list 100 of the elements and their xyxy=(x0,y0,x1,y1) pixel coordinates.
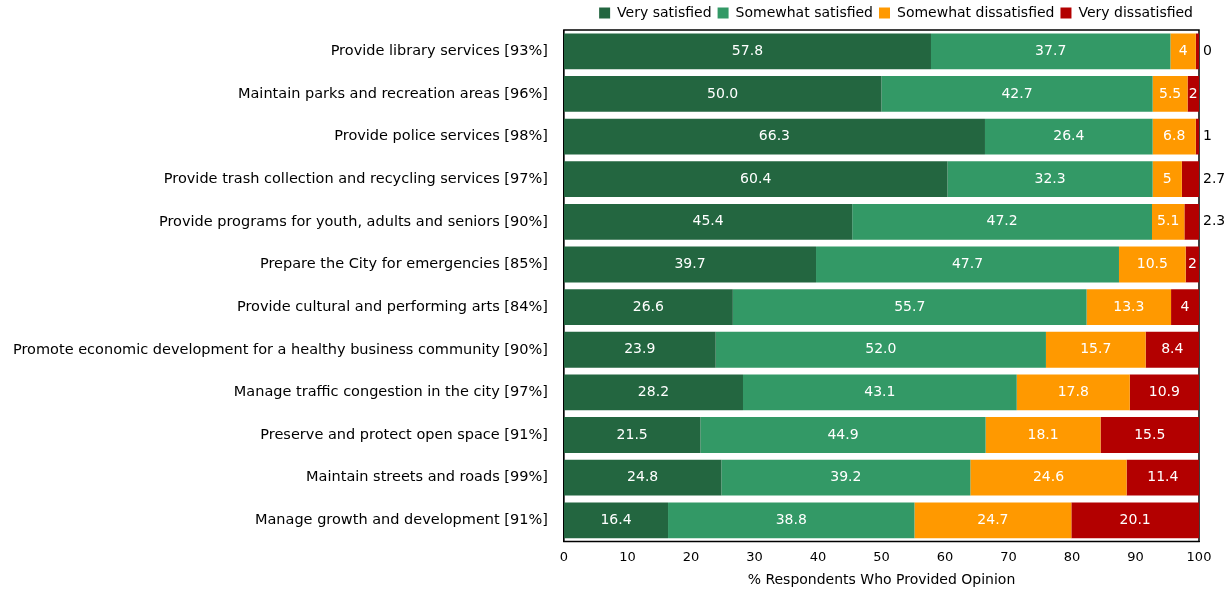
x-tick-label: 40 xyxy=(809,548,827,564)
bar xyxy=(1195,33,1199,70)
data-label: 47.7 xyxy=(951,255,984,272)
data-label: 2 xyxy=(1188,84,1198,101)
data-label: 60.4 xyxy=(740,169,772,186)
bar xyxy=(563,33,931,70)
data-label: 38.8 xyxy=(775,510,807,527)
bar xyxy=(563,374,743,411)
bar xyxy=(970,459,1127,496)
x-tick-label: 50 xyxy=(873,548,890,564)
bar xyxy=(721,459,971,496)
data-label: 47.2 xyxy=(986,212,1018,229)
y-tick-label: Provide police services [98%] xyxy=(334,127,548,144)
data-label: 2.3 xyxy=(1203,212,1226,229)
data-label: 15.7 xyxy=(1080,340,1112,357)
data-label: 45.4 xyxy=(692,212,724,229)
data-label: 42.7 xyxy=(1001,84,1033,101)
x-tick-label: 20 xyxy=(682,548,700,564)
bar xyxy=(816,246,1119,283)
data-label: 15.5 xyxy=(1134,425,1166,442)
x-tick-label: 90 xyxy=(1127,548,1144,564)
y-tick-label: Preserve and protect open space [91%] xyxy=(260,425,548,442)
data-label: 39.2 xyxy=(830,468,862,485)
bar xyxy=(1145,331,1199,368)
data-label: 26.4 xyxy=(1053,127,1085,144)
bar xyxy=(1171,289,1199,326)
x-tick-label: 10 xyxy=(619,548,636,564)
bar xyxy=(563,118,985,155)
x-axis-title: % Respondents Who Provided Opinion xyxy=(747,571,1016,588)
data-label: 43.1 xyxy=(864,383,896,400)
data-label: 0 xyxy=(1203,41,1212,58)
bar xyxy=(668,502,915,539)
bar xyxy=(1181,161,1199,198)
bar xyxy=(563,246,817,283)
y-tick-label: Provide library services [93%] xyxy=(330,42,548,59)
bar xyxy=(1045,331,1146,368)
data-label: 6.8 xyxy=(1163,127,1186,144)
bar xyxy=(914,502,1072,539)
bar xyxy=(984,118,1153,155)
data-label: 24.7 xyxy=(977,510,1009,527)
y-tick-label: Provide cultural and performing arts [84%] xyxy=(236,297,548,314)
data-label: 28.2 xyxy=(637,383,670,400)
data-label: 39.7 xyxy=(674,255,706,272)
data-label: 24.6 xyxy=(1032,468,1065,485)
bar xyxy=(852,203,1152,240)
data-label: 4 xyxy=(1178,41,1188,58)
data-label: 66.3 xyxy=(758,127,791,144)
bar xyxy=(715,331,1046,368)
bar xyxy=(1170,33,1196,70)
data-label: 32.3 xyxy=(1034,169,1066,186)
y-tick-label: Provide programs for youth, adults and seniors [90%] xyxy=(158,212,548,229)
bar xyxy=(563,203,853,240)
x-tick-label: 60 xyxy=(936,548,954,564)
y-tick-label: Manage growth and development [91%] xyxy=(254,511,548,528)
data-label: 8.4 xyxy=(1161,340,1184,357)
bar xyxy=(1016,374,1130,411)
data-label: 55.7 xyxy=(894,297,926,314)
data-label: 37.7 xyxy=(1035,41,1067,58)
data-label: 11.4 xyxy=(1147,468,1179,485)
bar xyxy=(1086,289,1172,326)
data-label: 26.6 xyxy=(632,297,665,314)
data-label: 10.9 xyxy=(1148,383,1180,400)
data-label: 13.3 xyxy=(1113,297,1145,314)
bar xyxy=(1195,118,1199,155)
data-label: 5.5 xyxy=(1158,84,1182,101)
data-label: 17.8 xyxy=(1057,383,1089,400)
y-tick-label: Maintain parks and recreation areas [96%] xyxy=(237,84,548,101)
bar xyxy=(563,289,733,326)
bar xyxy=(1100,417,1199,453)
bar xyxy=(700,417,986,453)
bar xyxy=(1071,502,1199,539)
data-label: 1 xyxy=(1203,127,1212,144)
x-tick-label: 30 xyxy=(746,548,763,564)
data-label: 57.8 xyxy=(731,41,764,58)
data-label: 44.9 xyxy=(827,425,859,442)
legend-label: Very dissatisfied xyxy=(1078,3,1193,20)
data-label: 18.1 xyxy=(1027,425,1059,442)
y-tick-label: Prepare the City for emergencies [85%] xyxy=(259,255,548,272)
data-label: 23.9 xyxy=(624,340,656,357)
bar xyxy=(563,417,701,453)
bar xyxy=(563,502,669,539)
bar xyxy=(1126,459,1199,496)
data-label: 50.0 xyxy=(707,84,739,101)
data-label: 52.0 xyxy=(865,340,897,357)
legend-label: Somewhat dissatisfied xyxy=(896,3,1055,20)
bar xyxy=(1129,374,1199,411)
data-label: 5 xyxy=(1162,169,1172,186)
x-tick-label: 100 xyxy=(1186,548,1212,564)
data-label: 21.5 xyxy=(616,425,648,442)
data-label: 4 xyxy=(1180,297,1190,314)
bar xyxy=(1184,203,1199,240)
bar xyxy=(563,331,716,368)
bar xyxy=(1118,246,1186,283)
data-label: 2.7 xyxy=(1203,169,1226,186)
x-tick-label: 70 xyxy=(1000,548,1017,564)
bar xyxy=(563,76,882,112)
x-tick-label: 0 xyxy=(559,548,569,564)
data-label: 16.4 xyxy=(600,510,632,527)
bar xyxy=(563,459,722,496)
bar xyxy=(1152,161,1182,198)
